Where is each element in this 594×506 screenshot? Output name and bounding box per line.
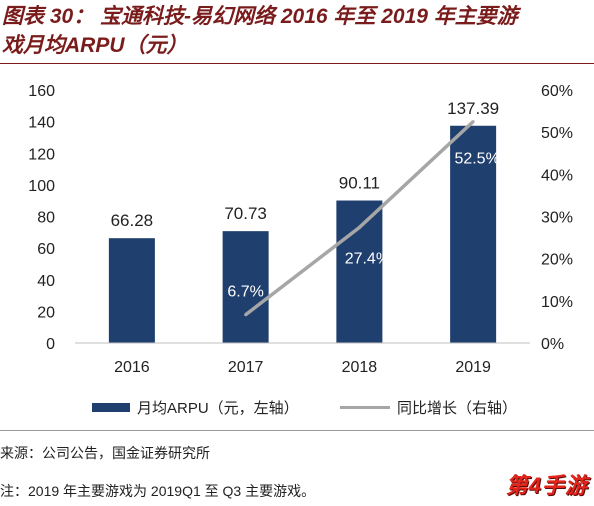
left-axis-tick-label: 160 bbox=[28, 83, 55, 100]
bar-data-label: 70.73 bbox=[224, 204, 267, 223]
chart-legend: 月均ARPU（元，左轴） 同比增长（右轴） bbox=[92, 400, 517, 417]
left-axis-tick-label: 120 bbox=[28, 146, 55, 163]
watermark-logo: 第4手游 bbox=[505, 473, 588, 498]
x-axis-tick-label: 2016 bbox=[114, 359, 150, 376]
growth-data-label: 6.7% bbox=[227, 284, 263, 301]
growth-point-2018 bbox=[357, 225, 361, 229]
legend-line-label: 同比增长（右轴） bbox=[397, 400, 517, 417]
right-axis-tick-label: 40% bbox=[541, 167, 573, 184]
left-axis-tick-label: 80 bbox=[37, 210, 55, 227]
right-axis-tick-label: 30% bbox=[541, 210, 573, 227]
legend-divider bbox=[0, 430, 594, 431]
chart-title-line-1: 图表 30： 宝通科技-易幻网络 2016 年至 2019 年主要游 bbox=[2, 5, 518, 28]
footnote: 注：2019 年主要游戏为 2019Q1 至 Q3 主要游戏。 bbox=[0, 483, 316, 499]
x-axis-tick-label: 2017 bbox=[228, 359, 264, 376]
right-axis-tick-label: 10% bbox=[541, 294, 573, 311]
bar-2017 bbox=[222, 231, 269, 343]
title-divider bbox=[0, 63, 594, 64]
bar-2018 bbox=[336, 200, 383, 343]
left-axis-tick-label: 100 bbox=[28, 178, 55, 195]
left-axis-tick-label: 0 bbox=[46, 336, 55, 353]
right-axis-tick-label: 50% bbox=[541, 125, 573, 142]
bar-2019 bbox=[450, 125, 497, 343]
left-axis-tick-label: 140 bbox=[28, 115, 55, 132]
growth-point-2019 bbox=[471, 120, 475, 124]
x-axis-tick-label: 2018 bbox=[342, 359, 378, 376]
left-axis-tick-label: 20 bbox=[37, 304, 55, 321]
chart-title-line-2: 戏月均ARPU（元） bbox=[2, 34, 188, 57]
bar-data-label: 137.39 bbox=[447, 99, 499, 118]
chart-title: 图表 30： 宝通科技-易幻网络 2016 年至 2019 年主要游 戏月均AR… bbox=[2, 2, 592, 60]
legend-bar-label: 月均ARPU（元，左轴） bbox=[137, 400, 299, 417]
growth-point-2017 bbox=[244, 313, 248, 317]
left-axis-tick-label: 60 bbox=[37, 241, 55, 258]
growth-data-label: 52.5% bbox=[454, 151, 499, 168]
legend-bar-swatch bbox=[92, 403, 130, 412]
bar-data-label: 90.11 bbox=[339, 174, 380, 193]
bar-data-label: 66.28 bbox=[111, 211, 154, 230]
arpu-chart: 0 20 40 60 80 100 120 140 160 0% 10% 20% 30% 40% 50% 60… bbox=[28, 83, 573, 417]
x-axis-tick-label: 2019 bbox=[455, 359, 491, 376]
right-axis-tick-label: 0% bbox=[541, 336, 564, 353]
source-note: 来源：公司公告，国金证券研究所 bbox=[0, 445, 210, 461]
growth-data-label: 27.4% bbox=[345, 250, 390, 267]
bar-2016 bbox=[108, 238, 155, 343]
right-axis-tick-label: 60% bbox=[541, 83, 573, 100]
right-axis-tick-label: 20% bbox=[541, 252, 573, 269]
left-axis-tick-label: 40 bbox=[37, 273, 55, 290]
